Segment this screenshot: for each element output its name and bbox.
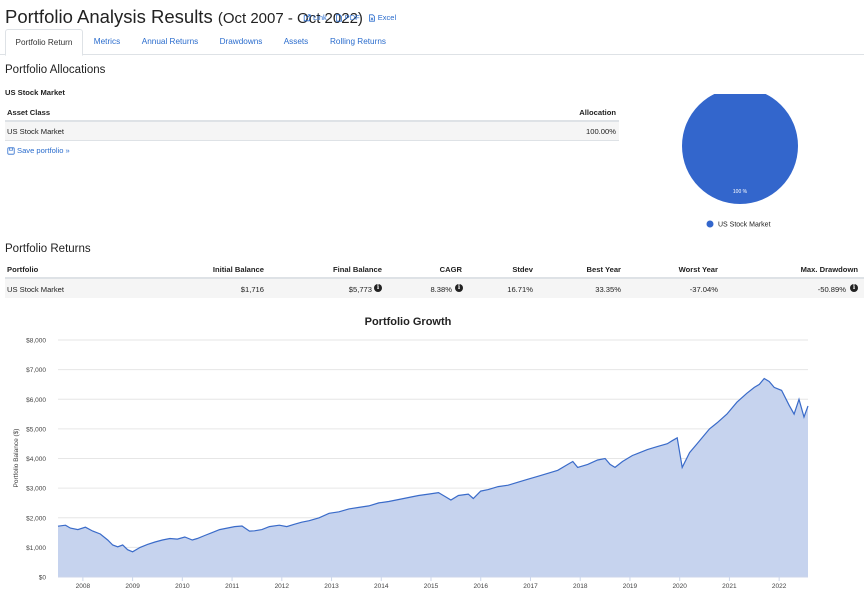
tab-rolling-returns[interactable]: Rolling Returns [330,37,386,46]
tab-assets[interactable]: Assets [283,37,309,46]
allocation-cell: 100.00% [586,127,616,136]
pie-slice [682,94,798,204]
page-title: Portfolio Analysis Results (Oct 2007 - O… [5,6,363,27]
portfolio-name: US Stock Market [5,88,65,97]
cagr-info-icon[interactable]: i [455,284,463,292]
x-tick-label: 2009 [125,583,140,590]
y-tick-label: $8,000 [26,338,46,345]
chart-title: Portfolio Growth [365,316,452,328]
save-icon [7,146,15,155]
x-tick-label: 2013 [324,583,339,590]
y-tick-label: $3,000 [26,486,46,493]
excel-link[interactable]: Excel [368,13,396,22]
x-tick-label: 2014 [374,583,389,590]
tab-drawdowns[interactable]: Drawdowns [219,37,263,46]
tab-annual-returns[interactable]: Annual Returns [141,37,199,46]
link-link[interactable]: Link [303,13,327,22]
table-row [5,122,619,140]
returns-heading: Portfolio Returns [5,243,91,255]
divider [5,277,864,279]
pdf-link[interactable]: PDF [335,13,360,22]
x-tick-label: 2019 [623,583,638,590]
col-stdev: Stdev [512,265,533,274]
portfolio-growth-chart: Portfolio Growth Portfolio Balance ($) $… [13,316,809,590]
legend-swatch [706,220,714,228]
pdf-file-icon [335,13,342,22]
allocation-pie-chart: 100 % US Stock Market [682,94,798,229]
cagr-cell: 8.38% [430,285,452,294]
legend-label[interactable]: US Stock Market [718,222,771,229]
tab-bar: Portfolio Return Metrics Annual Returns … [0,29,864,56]
x-tick-label: 2010 [175,583,190,590]
tab-metrics[interactable]: Metrics [93,37,121,46]
y-axis-label: Portfolio Balance ($) [13,429,20,488]
portfolio-cell: US Stock Market [7,285,64,294]
header-links: Link PDF Excel [303,13,396,22]
x-tick-label: 2017 [523,583,538,590]
x-tick-label: 2015 [424,583,439,590]
col-asset-class: Asset Class [7,108,51,117]
stdev-cell: 16.71% [507,285,533,294]
x-tick-label: 2018 [573,583,588,590]
growth-line [57,377,809,553]
col-initial-balance: Initial Balance [212,265,264,274]
worst-year-cell: -37.04% [689,285,718,294]
x-tick-label: 2021 [722,583,737,590]
save-portfolio-link[interactable]: Save portfolio » [7,146,70,155]
x-tick-label: 2020 [672,583,687,590]
x-tick-label: 2022 [772,583,787,590]
final-balance-cell: $5,773 [348,285,372,294]
max-drawdown-cell: -50.89% [817,285,846,294]
y-tick-label: $7,000 [26,367,46,374]
col-worst-year: Worst Year [678,265,718,274]
allocations-heading: Portfolio Allocations [5,64,106,76]
y-tick-label: $6,000 [26,397,46,404]
col-portfolio: Portfolio [7,265,39,274]
table-row [5,279,864,298]
asset-name-cell: US Stock Market [7,127,64,136]
col-max-drawdown: Max. Drawdown [800,265,858,274]
y-tick-label: $1,000 [26,545,46,552]
growth-area [58,378,808,577]
x-tick-label: 2011 [225,583,239,590]
tab-portfolio-return[interactable]: Portfolio Return [5,29,83,56]
col-best-year: Best Year [586,265,621,274]
y-tick-label: $0 [39,575,47,582]
excel-file-icon [368,13,375,22]
max-drawdown-info-icon[interactable]: i [850,284,858,292]
x-tick-label: 2012 [275,583,290,590]
external-link-icon [303,13,311,21]
final-balance-info-icon[interactable]: i [374,284,382,292]
pie-slice-label: 100 % [733,189,748,195]
col-final-balance: Final Balance [333,265,382,274]
y-tick-label: $2,000 [26,515,46,522]
col-cagr: CAGR [439,265,462,274]
best-year-cell: 33.35% [595,285,621,294]
divider [5,140,619,141]
x-tick-label: 2016 [474,583,489,590]
y-tick-label: $5,000 [26,426,46,433]
page-subtitle: (Oct 2007 - Oct 2022) [217,10,363,27]
initial-balance-cell: $1,716 [240,285,264,294]
y-tick-label: $4,000 [26,456,46,463]
x-tick-label: 2008 [76,583,91,590]
divider [5,120,619,122]
col-allocation: Allocation [579,108,616,117]
